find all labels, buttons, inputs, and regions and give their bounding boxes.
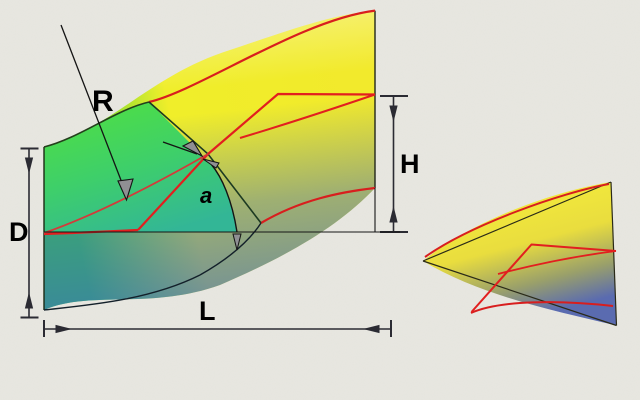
svg-text:L: L bbox=[199, 296, 216, 326]
svg-text:R: R bbox=[92, 85, 114, 118]
svg-text:H: H bbox=[400, 149, 420, 179]
svg-text:a: a bbox=[200, 183, 212, 208]
svg-text:D: D bbox=[9, 217, 29, 247]
